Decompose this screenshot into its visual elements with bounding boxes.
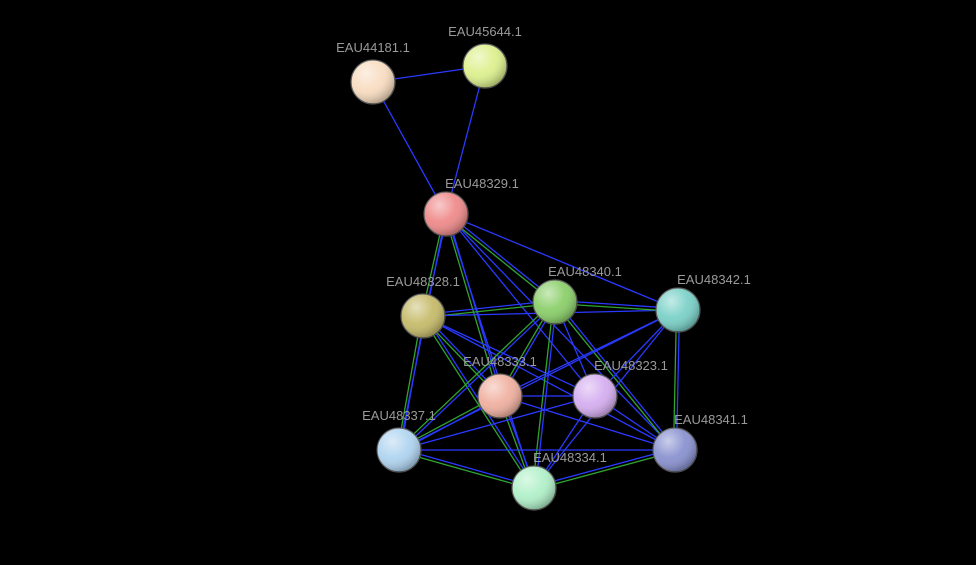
node-highlight [533, 280, 577, 324]
node-label: EAU44181.1 [336, 40, 410, 55]
node-EAU48328_1[interactable] [401, 294, 445, 338]
node-label: EAU48328.1 [386, 274, 460, 289]
node-highlight [463, 44, 507, 88]
node-EAU48333_1[interactable] [478, 374, 522, 418]
node-highlight [377, 428, 421, 472]
node-EAU48329_1[interactable] [424, 192, 468, 236]
node-EAU48341_1[interactable] [653, 428, 697, 472]
protein-network-graph: EAU44181.1 EAU45644.1 EAU48329.1 EAU48328.1… [0, 0, 976, 565]
node-highlight [656, 288, 700, 332]
node-EAU48340_1[interactable] [533, 280, 577, 324]
node-EAU48323_1[interactable] [573, 374, 617, 418]
node-highlight [424, 192, 468, 236]
edge-cooccurrence [446, 66, 485, 214]
node-label: EAU48333.1 [463, 354, 537, 369]
node-label: EAU48337.1 [362, 408, 436, 423]
node-highlight [512, 466, 556, 510]
labels-layer: EAU44181.1 EAU45644.1 EAU48329.1 EAU48328.1… [336, 24, 751, 465]
node-EAU48342_1[interactable] [656, 288, 700, 332]
node-label: EAU48334.1 [533, 450, 607, 465]
node-EAU48337_1[interactable] [377, 428, 421, 472]
node-label: EAU48342.1 [677, 272, 751, 287]
node-highlight [351, 60, 395, 104]
node-EAU45644_1[interactable] [463, 44, 507, 88]
node-highlight [478, 374, 522, 418]
node-highlight [401, 294, 445, 338]
node-label: EAU48329.1 [445, 176, 519, 191]
node-label: EAU48340.1 [548, 264, 622, 279]
node-label: EAU45644.1 [448, 24, 522, 39]
node-EAU44181_1[interactable] [351, 60, 395, 104]
node-label: EAU48323.1 [594, 358, 668, 373]
node-highlight [573, 374, 617, 418]
node-EAU48334_1[interactable] [512, 466, 556, 510]
node-label: EAU48341.1 [674, 412, 748, 427]
node-highlight [653, 428, 697, 472]
edge-cooccurrence [373, 82, 446, 214]
